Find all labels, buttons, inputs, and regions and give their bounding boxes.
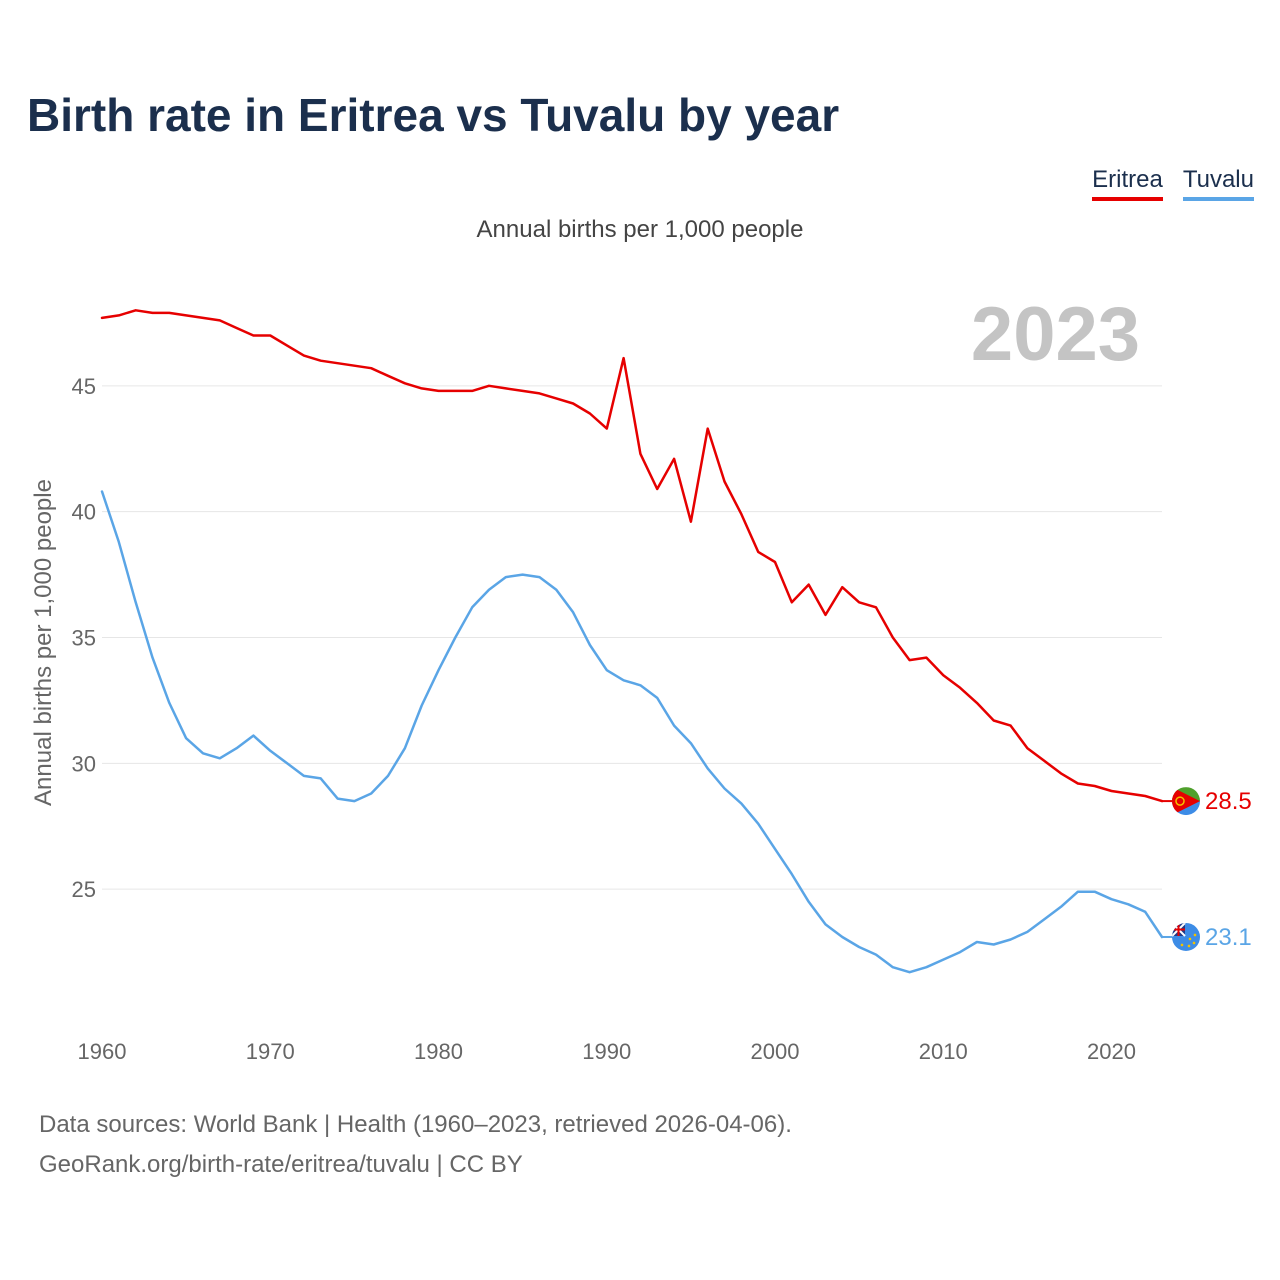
legend-item-eritrea[interactable]: Eritrea <box>1092 166 1163 201</box>
y-tick-label: 30 <box>72 751 96 776</box>
y-tick-label: 25 <box>72 877 96 902</box>
end-value-label-eritrea: 28.5 <box>1205 788 1252 815</box>
x-tick-label: 1970 <box>246 1039 295 1064</box>
legend: Eritrea Tuvalu <box>1092 166 1254 201</box>
y-tick-label: 35 <box>72 626 96 651</box>
x-tick-label: 2020 <box>1087 1039 1136 1064</box>
year-label: 2023 <box>971 292 1140 377</box>
line-chart: 25 30 35 40 45 1960 1970 1980 1990 2000 2010 2020 An… <box>30 292 1252 1064</box>
chart-subtitle: Annual births per 1,000 people <box>476 216 804 243</box>
series-line-tuvalu[interactable] <box>100 490 1164 974</box>
x-tick-label: 2010 <box>919 1039 968 1064</box>
legend-item-tuvalu[interactable]: Tuvalu <box>1182 166 1254 201</box>
y-tick-label: 45 <box>72 374 96 399</box>
y-tick-label: 40 <box>72 500 96 525</box>
source-note: Data sources: World Bank | Health (1960–… <box>39 1105 792 1185</box>
end-value-label-tuvalu: 23.1 <box>1205 924 1252 951</box>
flag-tuvalu-icon <box>1172 922 1200 951</box>
x-tick-label: 1990 <box>582 1039 631 1064</box>
source-line-1: Data sources: World Bank | Health (1960–… <box>39 1111 792 1138</box>
x-tick-label: 1980 <box>414 1039 463 1064</box>
x-tick-label: 1960 <box>78 1039 127 1064</box>
series-line-eritrea[interactable] <box>100 309 1164 803</box>
source-line-2[interactable]: GeoRank.org/birth-rate/eritrea/tuvalu | … <box>39 1151 523 1178</box>
y-axis-label: Annual births per 1,000 people <box>30 479 57 806</box>
x-tick-label: 2000 <box>751 1039 800 1064</box>
flag-eritrea-icon <box>1172 787 1200 816</box>
chart-title: Birth rate in Eritrea vs Tuvalu by year <box>27 89 840 141</box>
